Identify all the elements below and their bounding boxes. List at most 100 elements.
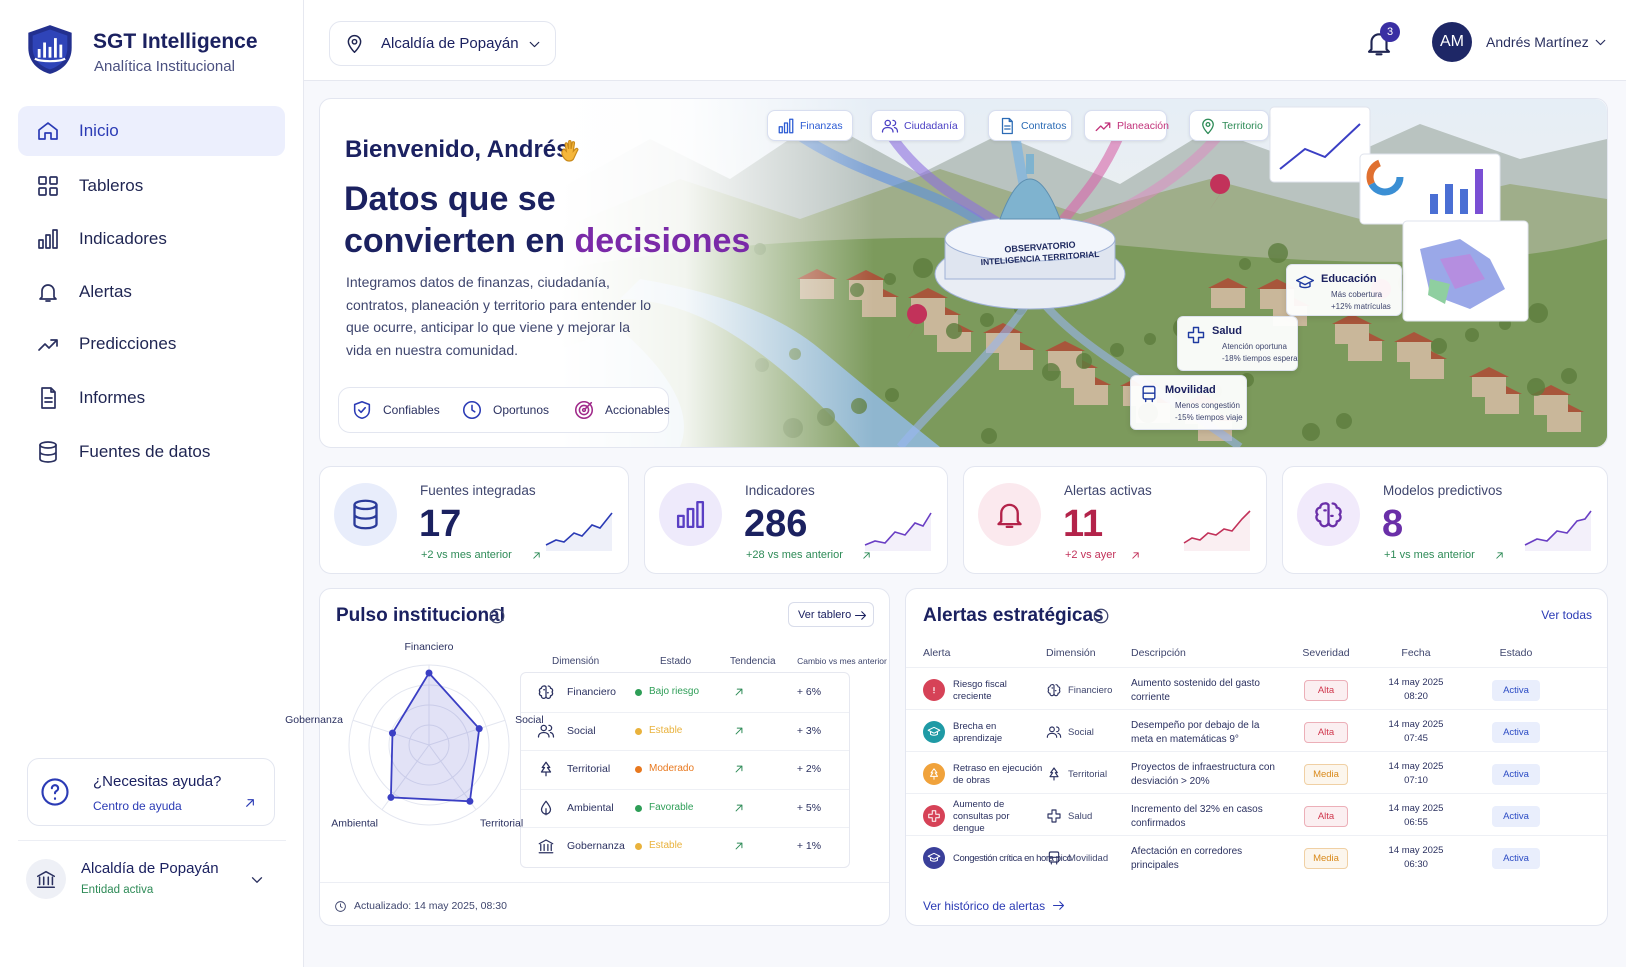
alerts-title: Alertas estratégicas	[923, 605, 1104, 626]
dimension-icon	[1048, 851, 1060, 865]
table-header: Tendencia	[730, 656, 776, 667]
icon-part	[881, 119, 899, 133]
kpi-card: Fuentes integradas 17 +2 vs mes anterior	[319, 466, 629, 574]
updated-icon	[335, 901, 346, 912]
trend-arrow	[735, 688, 743, 696]
icon-part	[854, 611, 867, 620]
notifications[interactable]: 3	[1360, 22, 1400, 62]
icon-part	[540, 724, 548, 731]
chip-icon	[881, 119, 899, 133]
chip-label: Territorio	[1222, 120, 1263, 132]
icon-part	[574, 400, 594, 420]
user-menu[interactable]: AM Andrés Martínez	[1432, 20, 1612, 64]
icon-part	[462, 400, 482, 420]
nav-item[interactable]: Informes	[18, 373, 285, 423]
icon-part	[1184, 511, 1250, 551]
view-all-link[interactable]: Ver todas	[1541, 608, 1592, 622]
location-selector[interactable]: Alcaldía de Popayán	[329, 21, 556, 66]
icon-part	[696, 500, 705, 529]
icon-part	[353, 499, 378, 530]
icon-part	[489, 608, 505, 624]
dimension-name: Territorial	[1068, 769, 1108, 780]
view-dashboard-button[interactable]: Ver tablero	[788, 602, 874, 627]
nav-item[interactable]: Indicadores	[18, 214, 285, 264]
icon-part	[38, 176, 47, 185]
pulse-title: Pulso institucional	[336, 605, 505, 626]
kpi-value: 17	[419, 503, 462, 545]
alert-name: Brecha en aprendizaje	[953, 721, 1003, 744]
change-value: + 3%	[796, 724, 822, 737]
kpi-icon	[997, 503, 1022, 529]
entity-name: Alcaldía de Popayán	[81, 860, 219, 877]
icon-part	[686, 507, 695, 529]
time: 08:20	[1404, 691, 1428, 702]
kpi-icon-bg	[334, 483, 397, 546]
kpi-label: Alertas activas	[1064, 483, 1152, 498]
nav-item[interactable]: Alertas	[18, 267, 285, 317]
help-box[interactable]: ¿Necesitas ayuda? Centro de ayuda	[27, 758, 275, 826]
icon-part	[41, 778, 69, 806]
severity-badge: Alta	[1304, 722, 1348, 743]
hero-title-line2: convierten en	[344, 222, 566, 260]
radar-spoke	[428, 719, 506, 746]
severity-badge: Alta	[1304, 806, 1348, 827]
alert-icon-bg	[923, 847, 945, 869]
icon-part	[928, 810, 940, 822]
icon-part	[38, 187, 47, 196]
icon-part	[1132, 552, 1139, 559]
date: 14 may 2025	[1388, 803, 1444, 814]
icon-part	[49, 176, 58, 185]
icon-part	[39, 284, 57, 302]
icon-part	[778, 118, 794, 134]
status-badge: Activa	[1492, 806, 1540, 827]
icon-part	[933, 687, 935, 694]
icon-part	[52, 229, 58, 249]
history-link[interactable]: Ver histórico de alertas	[923, 897, 1083, 917]
kpi-change: +2 vs ayer	[1065, 549, 1117, 561]
status-dot	[635, 689, 642, 696]
icon-part	[50, 784, 60, 800]
nav-icon	[38, 229, 58, 249]
alerts-panel: Alertas estratégicas Ver todas Alerta Dimen…	[905, 588, 1608, 926]
icon-part	[39, 444, 57, 463]
nav-item[interactable]: Predicciones	[18, 319, 285, 369]
row-divider	[521, 788, 849, 790]
badge-label: Oportunos	[493, 403, 550, 417]
entity-selector[interactable]: Alcaldía de Popayán Entidad activa	[22, 856, 278, 904]
time: 07:45	[1404, 733, 1428, 744]
icon-part	[471, 404, 476, 413]
table-header: Dimensión	[552, 656, 600, 667]
help-arrow	[246, 799, 254, 807]
alert-icon	[930, 768, 938, 780]
kpi-change: +1 vs mes anterior	[1384, 549, 1475, 561]
help-link[interactable]: Centro de ayuda	[93, 799, 182, 813]
icon-part	[884, 119, 892, 127]
kpi-card: Indicadores 286 +28 vs mes anterior	[644, 466, 948, 574]
kpi-change: +28 vs mes anterior	[746, 549, 843, 561]
callout-line1: Menos congestión	[1175, 401, 1240, 410]
status-dot	[635, 766, 642, 773]
kpi-change: +2 vs mes anterior	[421, 549, 512, 561]
kpi-value: 286	[744, 503, 808, 545]
location-chevron	[529, 41, 540, 48]
status-label: Estable	[649, 840, 683, 851]
nav-item[interactable]: Inicio	[18, 106, 285, 156]
description: Afectación en corredores principales	[1131, 846, 1243, 871]
status-dot	[635, 727, 642, 735]
icon-part	[1093, 608, 1109, 624]
icon-part	[676, 500, 705, 529]
icon-part	[45, 234, 51, 249]
icon-part	[49, 187, 58, 196]
severity-badge: Media	[1304, 764, 1348, 785]
radar-axis-label: Ambiental	[331, 818, 378, 830]
kpi-change-arrow	[1132, 552, 1139, 559]
nav-item[interactable]: Fuentes de datos	[18, 427, 285, 477]
badge-icon	[353, 400, 371, 420]
dimension-icon	[537, 724, 555, 738]
alert-icon-bg	[923, 805, 945, 827]
icon-part	[1046, 726, 1062, 738]
chip-label: Planeación	[1117, 120, 1169, 132]
user-chevron	[1595, 39, 1606, 46]
nav-item[interactable]: Tableros	[18, 161, 285, 211]
kpi-icon	[1315, 502, 1342, 528]
